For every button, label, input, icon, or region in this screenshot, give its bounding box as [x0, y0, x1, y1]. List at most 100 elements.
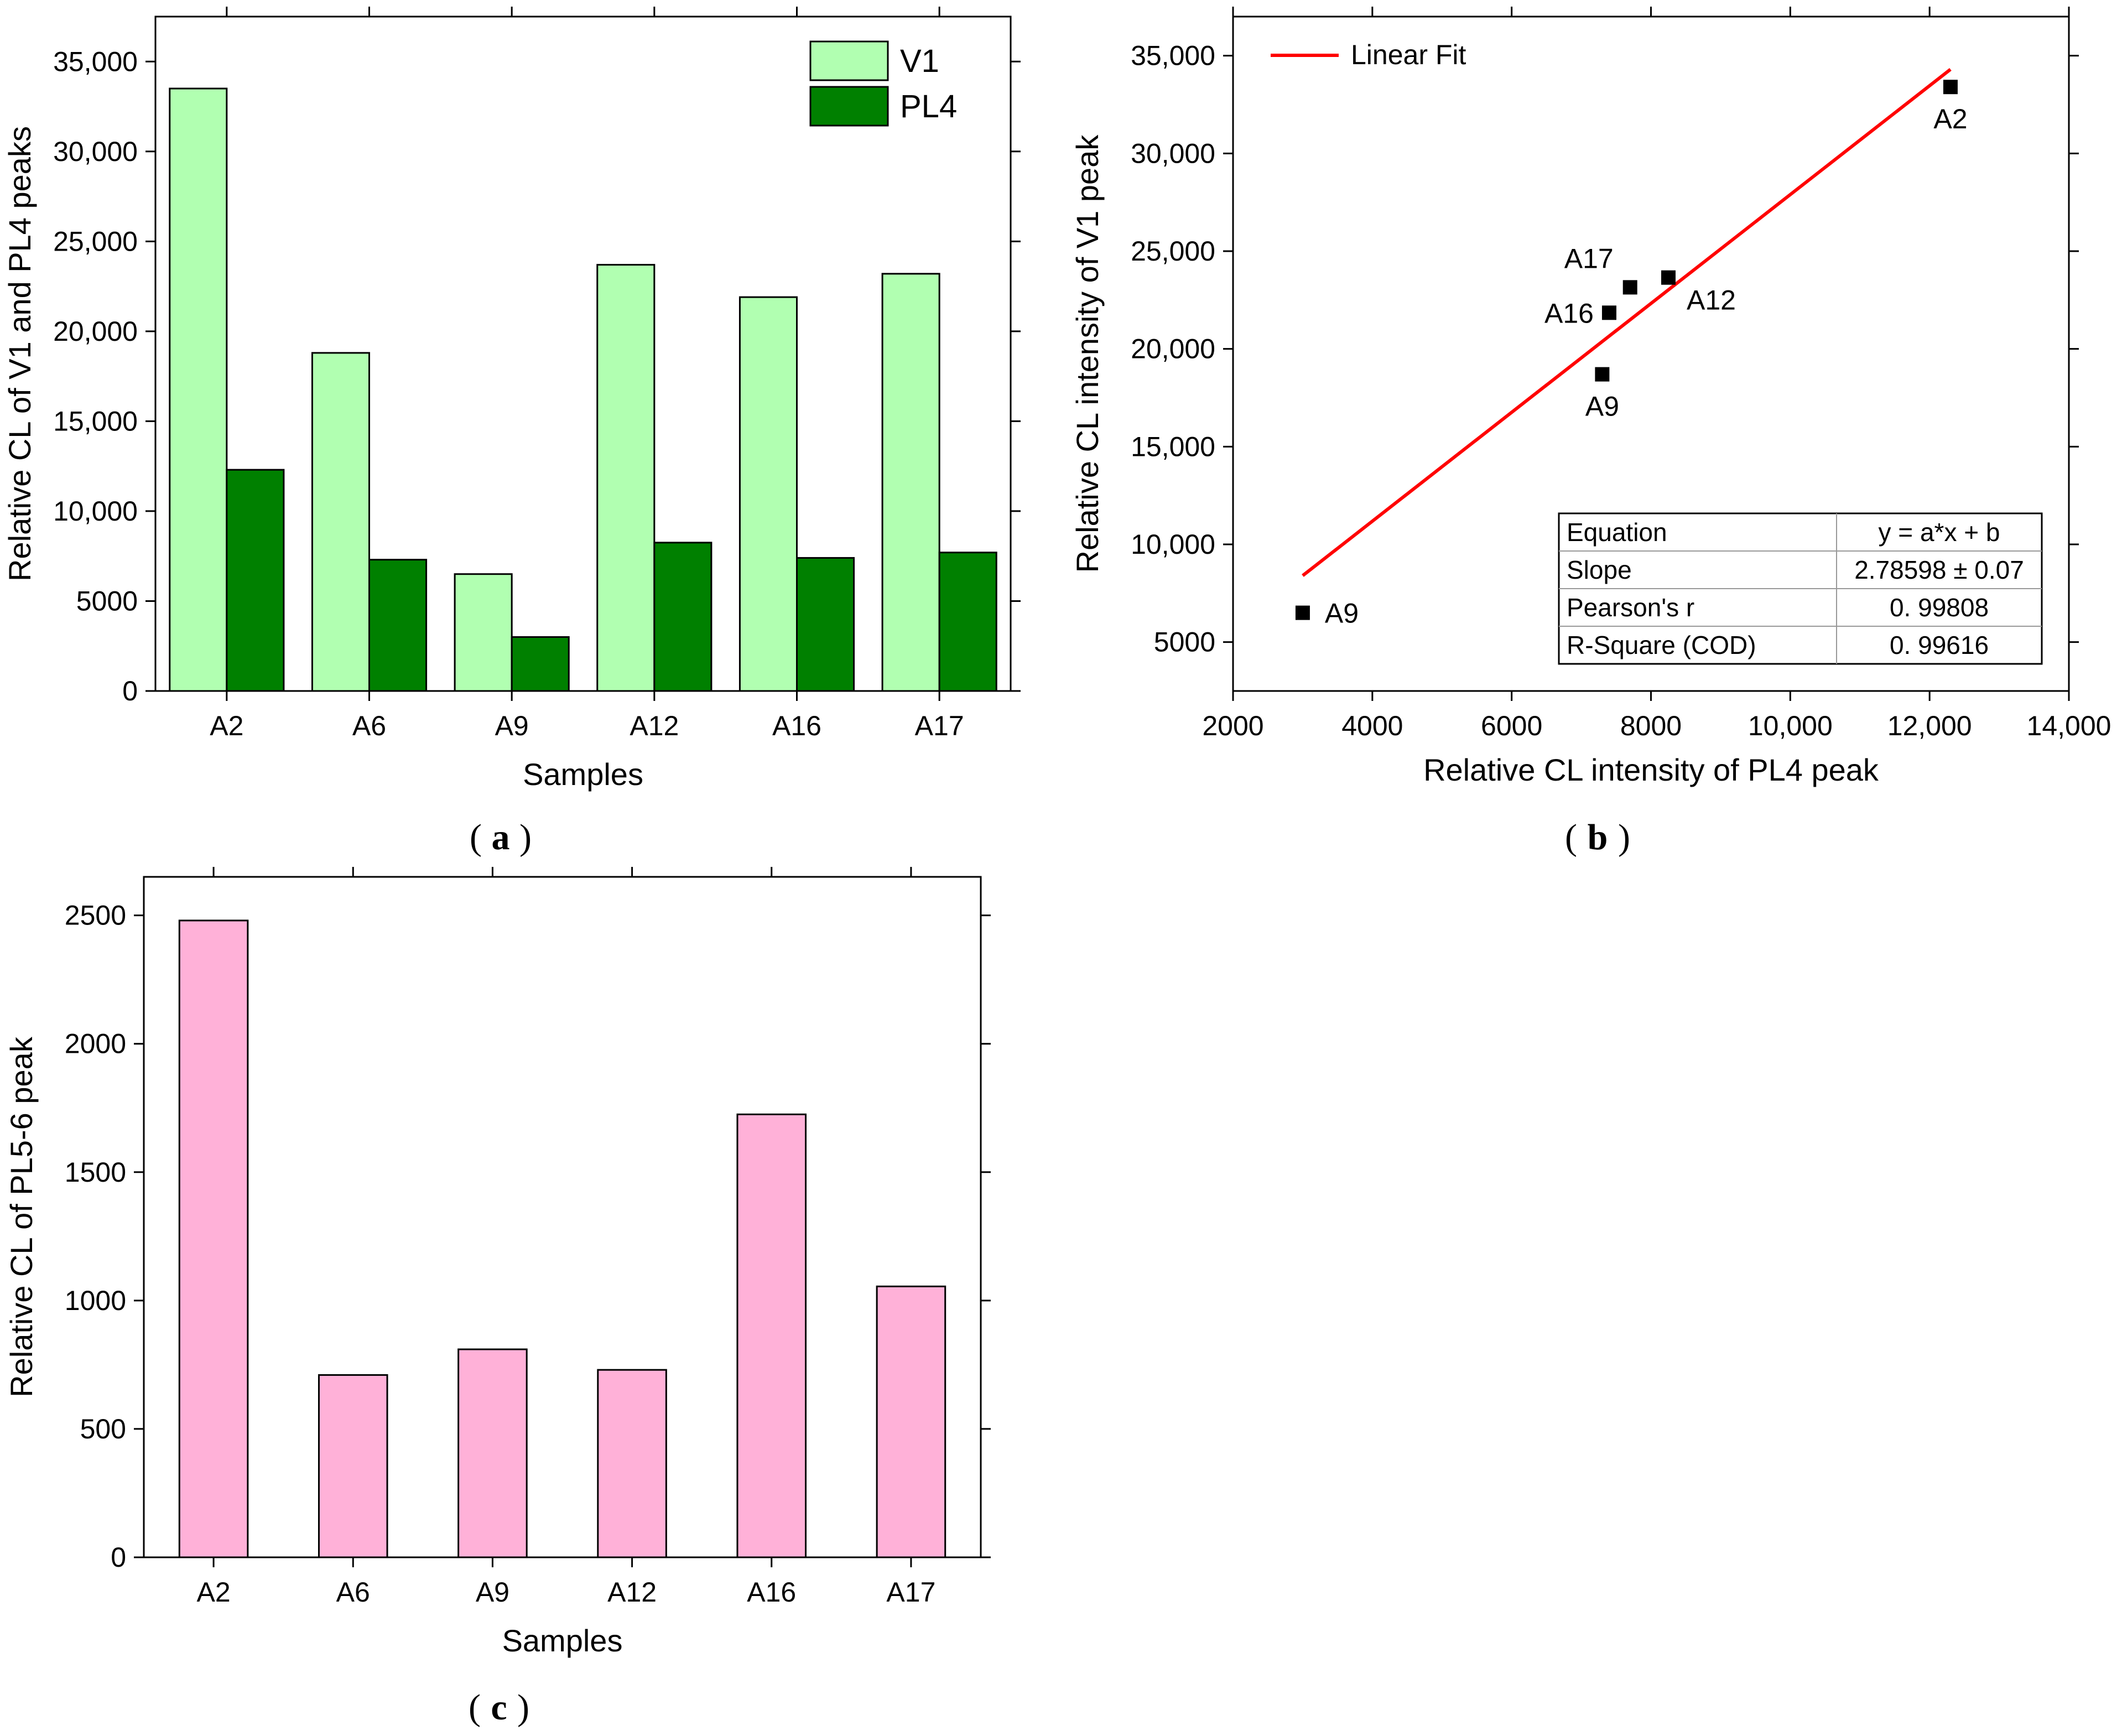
data-point-a6	[1595, 367, 1610, 382]
fit-table-value: 0. 99616	[1890, 631, 1989, 659]
y-tick-label: 500	[80, 1413, 126, 1444]
y-tick-label: 10,000	[1131, 529, 1215, 560]
y-tick-label: 30,000	[1131, 138, 1215, 169]
x-tick-label: 2000	[1202, 710, 1263, 741]
x-tick-label: 4000	[1341, 710, 1403, 741]
y-tick-label: 2500	[65, 900, 126, 931]
bar-pl4-a16	[796, 557, 855, 692]
point-label: A17	[1564, 243, 1614, 274]
y-tick-label: 5000	[76, 585, 138, 616]
y-tick-label: 20,000	[1131, 334, 1215, 365]
bar-pl5-6-a17	[876, 1285, 946, 1558]
panel-b-y-axis-title: Relative CL intensity of V1 peak	[1070, 134, 1105, 573]
legend-swatch-pl4	[809, 86, 889, 127]
y-tick-label: 1000	[65, 1285, 126, 1316]
bar-v1-a17	[881, 273, 940, 692]
panel-a-label-paren-open: (	[470, 817, 482, 857]
panel-a-y-axis-title: Relative CL of V1 and PL4 peaks	[2, 126, 37, 581]
bar-pl4-a17	[938, 552, 997, 692]
x-tick-label: A6	[336, 1577, 370, 1608]
x-tick-label: A12	[630, 710, 679, 741]
point-label: A9	[1325, 598, 1359, 629]
fit-table-value: 2.78598 ± 0.07	[1854, 555, 2024, 584]
bar-pl5-6-a2	[178, 919, 249, 1558]
fit-statistics-table: Equation y = a*x + b Slope 2.78598 ± 0.07 Pe…	[1558, 512, 2043, 665]
x-tick-label: A2	[196, 1577, 230, 1608]
x-tick-label: A9	[495, 710, 529, 741]
data-point-a9	[1295, 605, 1310, 620]
point-label: A16	[1544, 298, 1594, 329]
panel-c-label-paren-open: (	[469, 1687, 481, 1728]
fit-table-key: Slope	[1567, 555, 1632, 584]
x-tick-label: A16	[772, 710, 821, 741]
fit-table-key: R-Square (COD)	[1567, 631, 1756, 659]
legend-label-linear-fit: Linear Fit	[1351, 39, 1466, 70]
y-tick-label: 20,000	[53, 316, 138, 347]
bar-v1-a2	[169, 87, 228, 692]
bar-pl4-a6	[368, 559, 428, 692]
panel-a-axes-frame	[154, 15, 1012, 692]
x-tick-label: 8000	[1620, 710, 1682, 741]
panel-c-axes-frame	[143, 876, 982, 1558]
x-tick-label: A12	[607, 1577, 657, 1608]
panel-b-scatter-fit-chart: 5000 10,000 15,000 20,000 25,000 30,000 35,000…	[1070, 7, 2111, 857]
bar-pl4-a2	[226, 469, 285, 692]
panel-b-label-paren-close: )	[1618, 817, 1630, 857]
panel-a-x-axis-title: Samples	[523, 757, 643, 792]
panel-c-label-paren-close: )	[517, 1687, 529, 1728]
bar-pl5-6-a9	[457, 1348, 528, 1558]
x-tick-label: A2	[210, 710, 243, 741]
legend-label-pl4: PL4	[900, 89, 957, 124]
data-point-a17	[1622, 280, 1637, 295]
y-tick-label: 5000	[1154, 627, 1215, 658]
point-label: A2	[1933, 103, 1967, 134]
bar-v1-a6	[311, 352, 371, 692]
x-tick-label: A17	[886, 1577, 935, 1608]
y-tick-label: 30,000	[53, 136, 138, 167]
panel-b-label-paren-open: (	[1565, 817, 1577, 857]
y-tick-label: 35,000	[53, 46, 138, 77]
panel-b-x-axis-title: Relative CL intensity of PL4 peak	[1423, 752, 1879, 787]
data-point-a16	[1601, 305, 1616, 320]
x-tick-label: A6	[352, 710, 386, 741]
x-tick-label: 14,000	[2027, 710, 2111, 741]
y-tick-label: 15,000	[1131, 431, 1215, 462]
fit-table-value: 0. 99808	[1890, 593, 1989, 622]
fit-table-key: Pearson's r	[1567, 593, 1694, 622]
y-tick-label: 25,000	[1131, 236, 1215, 267]
bar-v1-a16	[738, 296, 798, 692]
data-point-a2	[1943, 80, 1958, 95]
x-tick-label: A16	[747, 1577, 796, 1608]
legend-label-v1: V1	[900, 43, 939, 79]
bar-pl4-a9	[511, 636, 570, 692]
bar-pl5-6-a12	[597, 1369, 667, 1558]
panel-b-label: b	[1588, 817, 1608, 857]
x-tick-label: 10,000	[1748, 710, 1833, 741]
y-tick-label: 1500	[65, 1157, 126, 1188]
legend-swatch-v1	[809, 40, 889, 81]
y-tick-label: 25,000	[53, 226, 138, 257]
panel-c-x-axis-title: Samples	[502, 1623, 623, 1658]
y-tick-label: 2000	[65, 1028, 126, 1059]
fit-table-value: y = a*x + b	[1879, 518, 2000, 547]
y-tick-label: 0	[122, 675, 138, 706]
x-tick-label: 6000	[1481, 710, 1542, 741]
fit-table-key: Equation	[1567, 518, 1667, 547]
bar-pl5-6-a6	[318, 1374, 388, 1558]
point-label: A12	[1687, 285, 1736, 316]
bar-pl5-6-a16	[736, 1113, 807, 1558]
y-tick-label: 0	[111, 1542, 126, 1573]
x-tick-label: A17	[915, 710, 964, 741]
x-tick-label: A9	[476, 1577, 509, 1608]
x-tick-label: 12,000	[1887, 710, 1972, 741]
panel-c-bar-chart: 0 500 1000 1500 2000 2500 Relative CL of PL5-6…	[4, 867, 991, 1728]
point-label: A9	[1585, 391, 1619, 422]
bar-pl4-a12	[653, 542, 712, 692]
linear-fit-line	[1302, 68, 1952, 577]
panel-c-label: c	[491, 1687, 507, 1728]
panel-a-bar-chart: 0 5000 10,000 15,000 20,000 25,000 30,000 35,00…	[2, 7, 1021, 857]
panel-a-label-paren-close: )	[519, 817, 532, 857]
y-tick-label: 10,000	[53, 496, 138, 527]
data-point-a12	[1661, 270, 1676, 285]
